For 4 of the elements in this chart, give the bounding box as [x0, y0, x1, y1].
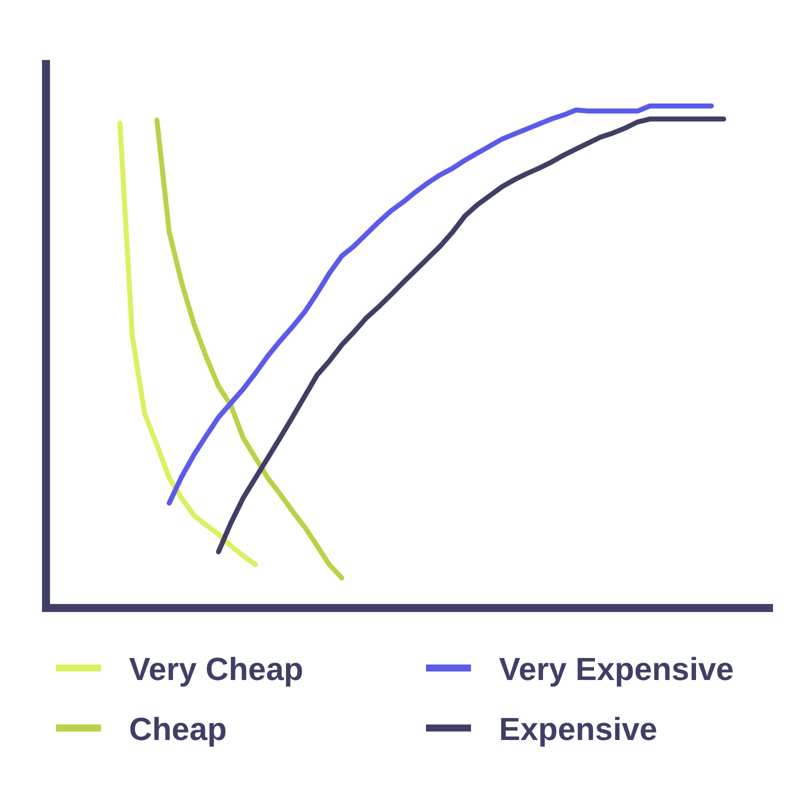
legend-label: Expensive	[499, 711, 658, 747]
legend-label: Cheap	[129, 711, 227, 747]
legend-label: Very Expensive	[499, 651, 734, 687]
legend-label: Very Cheap	[129, 651, 304, 687]
